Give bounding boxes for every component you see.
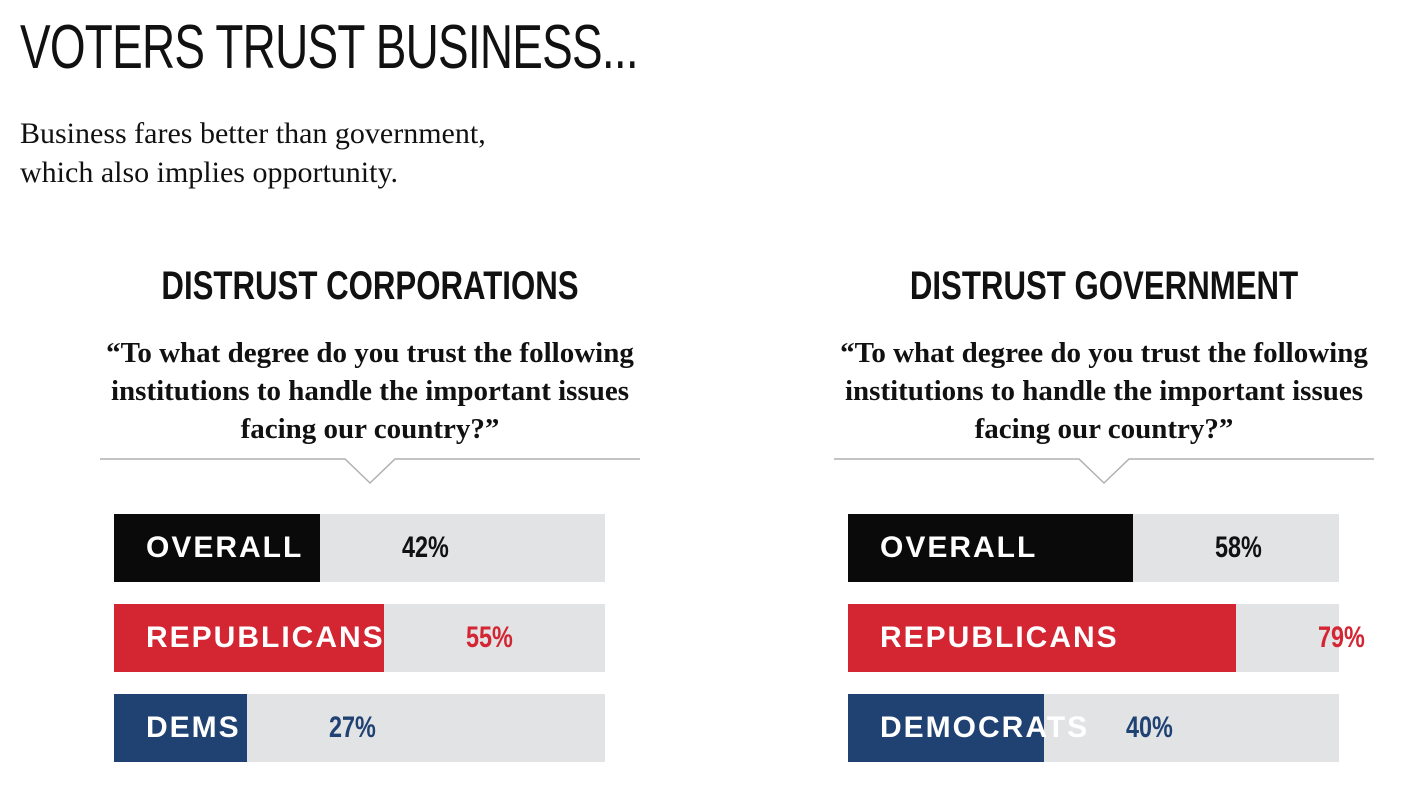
bar-fill (114, 694, 247, 762)
bar-row: DEMS 27% (114, 694, 605, 762)
bar-row: REPUBLICANS 79% (848, 604, 1365, 672)
chart-panel-government: DISTRUST GOVERNMENT “To what degree do y… (834, 262, 1374, 772)
chart-panel-corporations: DISTRUST CORPORATIONS “To what degree do… (100, 262, 640, 772)
bar-row: DEMOCRATS 40% (848, 694, 1339, 762)
bar-value-label: 27% (329, 711, 376, 744)
page-subtitle: Business fares better than government, w… (20, 117, 486, 189)
chart-title: DISTRUST GOVERNMENT (909, 264, 1299, 308)
chart-question: “To what degree do you trust the followi… (840, 337, 1368, 445)
bar-label: OVERALL (146, 531, 304, 564)
bar-row: REPUBLICANS 55% (114, 604, 605, 672)
bar-value-label: 40% (1126, 711, 1173, 744)
bar-label: DEMOCRATS (880, 711, 1090, 744)
bar-fill (848, 694, 1044, 762)
bar-fill (114, 604, 384, 672)
bar-fill (114, 514, 320, 582)
bar-value-label: 42% (402, 531, 449, 564)
bar-value-label: 55% (466, 621, 513, 654)
divider-pointer (834, 458, 1374, 485)
bar-label: OVERALL (880, 531, 1038, 564)
bar-value-label: 79% (1318, 621, 1365, 654)
bar-row: OVERALL 58% (848, 514, 1339, 582)
bar-label: REPUBLICANS (880, 621, 1119, 654)
bar-row: OVERALL 42% (114, 514, 605, 582)
divider-pointer (100, 458, 640, 485)
chart-title: DISTRUST CORPORATIONS (161, 264, 579, 308)
page-title: VOTERS TRUST BUSINESS... (20, 13, 639, 82)
bar-rows: OVERALL 42% REPUBLICANS 55% DEMS 27% (114, 514, 605, 784)
bar-value-label: 58% (1215, 531, 1262, 564)
bar-fill (848, 514, 1133, 582)
bar-fill (848, 604, 1236, 672)
bar-rows: OVERALL 58% REPUBLICANS 79% DEMOCRATS 40% (848, 514, 1365, 784)
bar-label: DEMS (146, 711, 241, 744)
chart-question: “To what degree do you trust the followi… (106, 337, 634, 445)
bar-label: REPUBLICANS (146, 621, 385, 654)
